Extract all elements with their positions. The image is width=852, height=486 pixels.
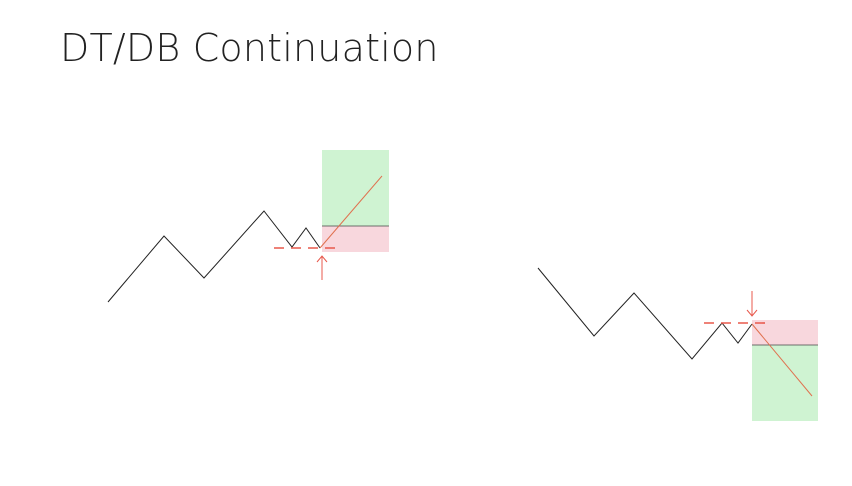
up-arrow-icon: [316, 255, 328, 280]
target-zone: [752, 345, 818, 421]
down-arrow-icon: [746, 291, 758, 317]
slide-title: DT/DB Continuation: [60, 26, 439, 70]
long-setup: [107, 150, 389, 303]
trade-line: [751, 323, 813, 397]
short-setup: [537, 267, 818, 421]
target-zone: [322, 150, 389, 226]
trade-line: [319, 175, 383, 249]
price-path: [537, 267, 753, 360]
stop-zone: [752, 320, 818, 345]
price-path: [107, 210, 321, 303]
